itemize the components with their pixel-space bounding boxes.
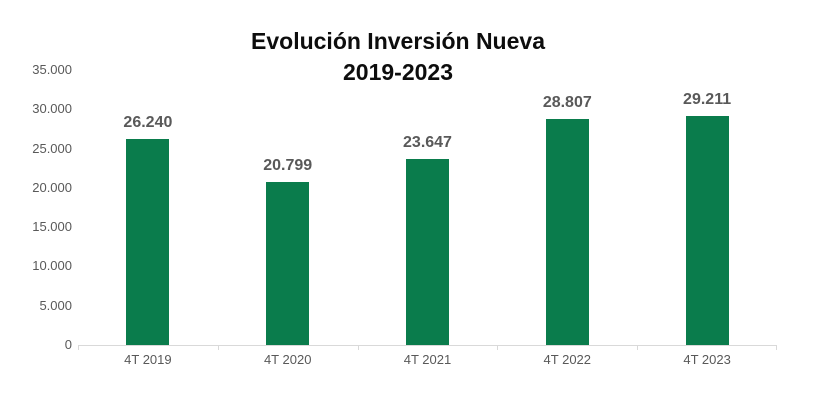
y-axis-tick-label: 5.000	[39, 297, 72, 313]
x-axis-category-label: 4T 2021	[403, 352, 452, 367]
category-slot: 29.211 4T 2023	[637, 70, 777, 368]
bar-4t-2023	[685, 115, 729, 345]
x-axis-category-label: 4T 2019	[124, 352, 172, 367]
bar-4t-2022	[545, 118, 589, 345]
category-slot: 20.799 4T 2020	[218, 70, 358, 367]
chart-title-block: Evolución Inversión Nueva 2019-2023	[78, 26, 718, 88]
bar-value-label: 28.807	[542, 93, 592, 111]
bar-4t-2019	[126, 138, 170, 345]
x-axis-category-label: 4T 2022	[543, 352, 592, 367]
y-axis-tick-label: 30.000	[32, 101, 72, 117]
x-axis-tick	[358, 345, 359, 350]
y-axis-tick-label: 25.000	[32, 140, 72, 156]
category-slot: 23.647 4T 2021	[358, 70, 498, 367]
bar-value-label: 20.799	[263, 156, 313, 174]
y-axis-tick-label: 0	[64, 337, 72, 352]
chart-title: Evolución Inversión Nueva	[251, 28, 545, 54]
x-axis-category-label: 4T 2020	[263, 352, 312, 367]
y-axis-tick-label: 35.000	[32, 62, 72, 77]
x-axis-line	[78, 345, 777, 346]
x-axis-tick	[776, 345, 777, 350]
bar-4t-2021	[405, 159, 449, 345]
y-axis-tick-label: 15.000	[32, 219, 72, 235]
category-slot: 28.807 4T 2022	[497, 70, 637, 367]
x-axis-tick	[497, 345, 498, 350]
bar-value-label: 29.211	[683, 90, 732, 108]
x-axis-tick	[637, 345, 638, 350]
y-axis-tick-label: 20.000	[32, 179, 72, 195]
bar-value-label: 26.240	[123, 113, 173, 131]
x-axis-tick	[78, 345, 79, 350]
y-axis-tick-label: 10.000	[32, 258, 72, 274]
plot-area: 26.240 4T 2019 20.799 4T 2020 23.647 4T 2021 2…	[78, 70, 777, 368]
chart-subtitle: 2019-2023	[343, 59, 453, 86]
bar-4t-2020	[266, 181, 310, 345]
x-axis-tick	[218, 345, 219, 350]
x-axis-category-label: 4T 2023	[683, 352, 731, 367]
bar-value-label: 23.647	[403, 134, 452, 152]
category-slot: 26.240 4T 2019	[78, 70, 218, 367]
